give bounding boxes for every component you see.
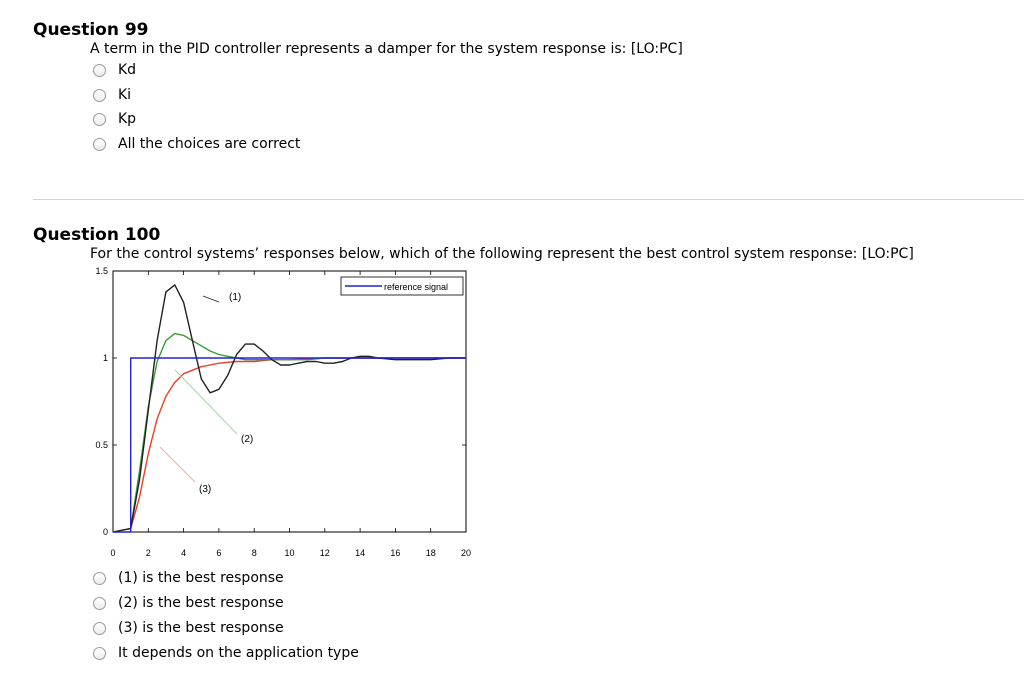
q99-option-kd-label: Kd	[118, 62, 137, 78]
q99-radio-ki[interactable]	[93, 88, 106, 102]
q100-option-4-label: It depends on the application type	[118, 645, 359, 661]
y-tick-label: 0.5	[95, 440, 108, 450]
q99-option-kd[interactable]: Kd	[93, 60, 136, 80]
response-1-line	[112, 284, 466, 533]
y-tick-label: 0	[103, 527, 108, 537]
x-tick-label: 20	[461, 548, 471, 558]
q100-radio-2[interactable]	[93, 596, 106, 610]
q99-radio-all[interactable]	[93, 137, 106, 151]
y-tick-label: 1	[103, 353, 108, 363]
q100-radio-4[interactable]	[93, 646, 106, 660]
plot-frame	[112, 270, 467, 533]
q99-radio-kp[interactable]	[93, 112, 106, 126]
q100-option-2-label: (2) is the best response	[118, 595, 284, 611]
annotation-3-label: (3)	[199, 484, 211, 495]
q100-radio-3[interactable]	[93, 621, 106, 635]
q99-option-kp[interactable]: Kp	[93, 109, 136, 129]
question-99-title: Question 99	[33, 20, 149, 40]
question-divider	[33, 199, 1024, 200]
annotation-2-pointer	[174, 369, 238, 435]
y-tick-label: 1.5	[95, 266, 108, 276]
q100-option-1[interactable]: (1) is the best response	[93, 568, 284, 588]
q99-option-all-label: All the choices are correct	[118, 136, 301, 152]
legend-reference-label: reference signal	[384, 282, 448, 292]
q100-option-4[interactable]: It depends on the application type	[93, 643, 359, 663]
x-tick-label: 10	[284, 548, 294, 558]
q100-option-3[interactable]: (3) is the best response	[93, 618, 284, 638]
question-100-title: Question 100	[33, 225, 161, 245]
x-tick-label: 14	[355, 548, 365, 558]
legend-box	[340, 276, 464, 296]
x-tick-label: 8	[252, 548, 257, 558]
x-tick-label: 2	[146, 548, 151, 558]
question-99-text: A term in the PID controller represents …	[90, 41, 683, 57]
annotation-1-pointer	[202, 295, 220, 303]
q100-radio-1[interactable]	[93, 571, 106, 585]
q99-option-ki-label: Ki	[118, 87, 132, 103]
annotation-1-label: (1)	[229, 292, 241, 303]
q100-option-2[interactable]: (2) is the best response	[93, 593, 284, 613]
reference-signal-line	[113, 357, 466, 533]
q99-option-all[interactable]: All the choices are correct	[93, 134, 300, 154]
q100-option-1-label: (1) is the best response	[118, 570, 284, 586]
annotation-3-pointer	[159, 446, 196, 483]
x-tick-label: 4	[181, 548, 186, 558]
q99-option-kp-label: Kp	[118, 111, 137, 127]
annotation-2-label: (2)	[241, 434, 253, 445]
x-tick-label: 12	[320, 548, 330, 558]
x-tick-label: 18	[426, 548, 436, 558]
q99-radio-kd[interactable]	[93, 63, 106, 77]
x-tick-label: 6	[216, 548, 221, 558]
q100-option-3-label: (3) is the best response	[118, 620, 284, 636]
q99-option-ki[interactable]: Ki	[93, 85, 131, 105]
response-chart: 0 2 4 6 8 10 12 14 16 18 20 0 0.5 1 1.5 reference sign…	[95, 266, 471, 558]
x-tick-label: 16	[390, 548, 400, 558]
question-100-text: For the control systems’ responses below…	[90, 246, 914, 262]
chart-legend: reference signal	[340, 276, 464, 296]
x-tick-label: 0	[110, 548, 115, 558]
